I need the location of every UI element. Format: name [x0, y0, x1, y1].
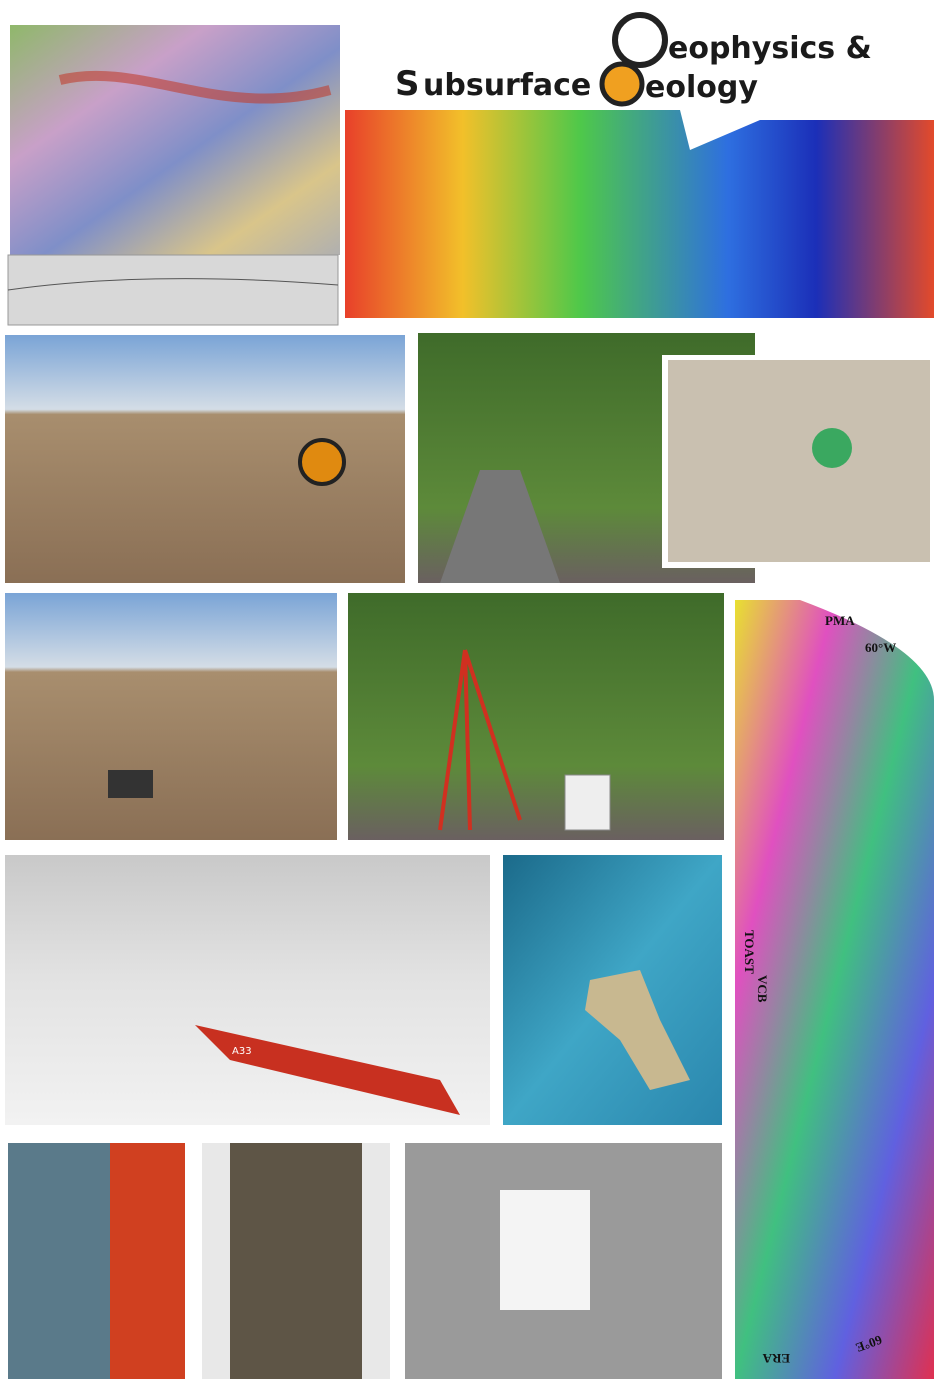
ship-side: [110, 1143, 185, 1379]
sediment-core: [230, 1143, 362, 1379]
tripod: [438, 649, 522, 831]
ship-hull: [195, 1025, 460, 1115]
logo-g-icon: [612, 12, 668, 68]
logo-g2-icon: [599, 61, 645, 107]
map-label: VCB: [755, 975, 770, 1003]
ship-label: A33: [232, 1046, 252, 1057]
bathymetry-map: [345, 110, 934, 318]
cable-reel: [298, 438, 346, 486]
island: [585, 970, 690, 1090]
logo: eophysics & S ubsurface eology: [395, 12, 872, 107]
map-feature: [58, 70, 332, 104]
logo-line3: eology: [645, 70, 758, 105]
helmet: [812, 428, 852, 468]
map-label: TOAST: [742, 930, 757, 974]
laptop-photo: [5, 593, 337, 840]
logo-s-icon: S: [395, 64, 420, 104]
magnetic-anomaly: [735, 600, 934, 1379]
seismic-profile: [7, 254, 339, 326]
outcrop-photo: [668, 360, 930, 562]
logo-line1: eophysics &: [668, 31, 872, 66]
land-mask: [345, 110, 934, 150]
road: [440, 470, 560, 583]
lab-coat: [500, 1190, 590, 1310]
logo-line2: ubsurface: [423, 68, 591, 103]
map-label: ERA: [762, 1351, 790, 1366]
map-label: 60°W: [865, 640, 896, 655]
laptop: [108, 770, 153, 798]
map-label: PMA: [825, 613, 855, 628]
case: [564, 774, 611, 831]
geologic-map: [10, 25, 340, 255]
magnetic-map: PMA 60°W TOAST VCB ERA 60°E: [735, 600, 934, 1379]
gps-photo: [348, 593, 724, 840]
seismic-reflector: [7, 278, 339, 291]
